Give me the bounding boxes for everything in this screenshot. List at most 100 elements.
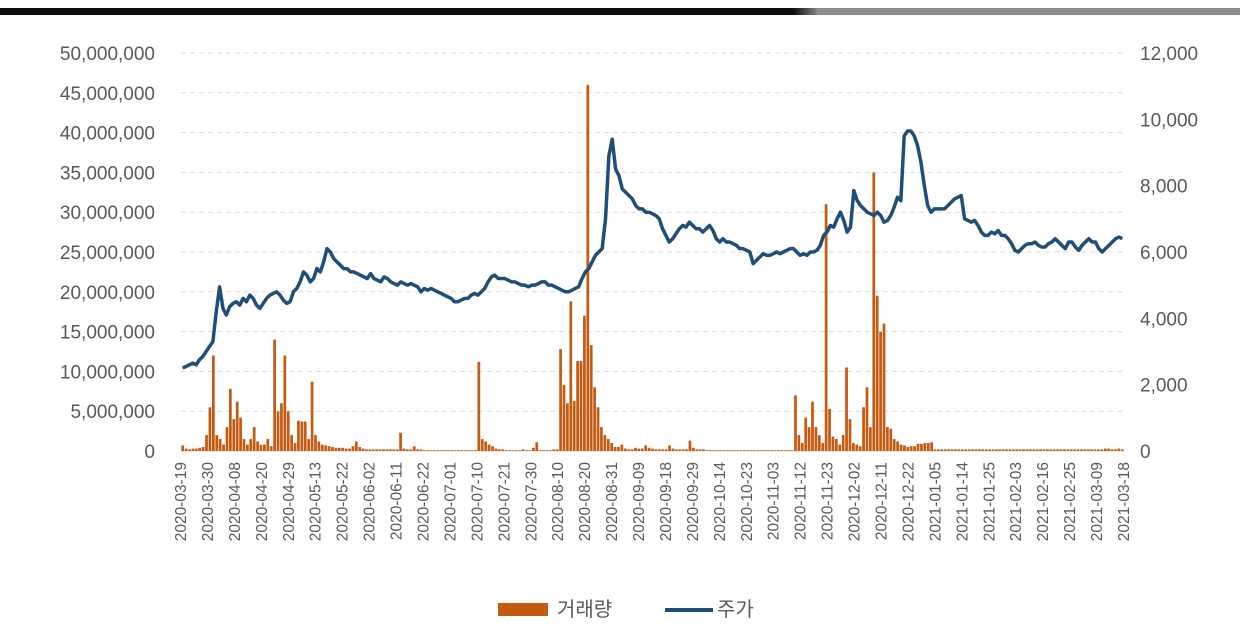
right-axis-tick-label: 10,000 (1140, 110, 1198, 131)
volume-bar (1117, 448, 1121, 451)
volume-bar (1083, 449, 1087, 451)
volume-bar (337, 447, 341, 451)
left-axis-tick-label: 30,000,000 (60, 203, 155, 224)
volume-bar (531, 447, 535, 451)
volume-bar (732, 450, 736, 451)
volume-bar (368, 449, 372, 451)
volume-bar (1080, 449, 1083, 451)
left-axis-tick-label: 20,000,000 (60, 283, 155, 304)
volume-bar (862, 407, 865, 451)
volume-bar (1049, 449, 1053, 451)
volume-bar (736, 450, 739, 451)
left-axis-ticks: 0 5,000,000 10,000,000 15,000,000 20,000,000… (60, 44, 155, 463)
x-axis-tick-label: 2020-08-20 (577, 462, 594, 542)
volume-bar (671, 448, 675, 451)
volume-bar (800, 443, 804, 451)
volume-bar (892, 439, 896, 451)
volume-bar (994, 449, 998, 451)
volume-bar (433, 450, 436, 451)
volume-bar (954, 449, 957, 451)
volume-bar (263, 444, 266, 451)
volume-bar (583, 315, 586, 451)
volume-bar (576, 361, 579, 451)
volume-bar (358, 447, 362, 451)
volume-bar (613, 447, 617, 451)
volume-bar (307, 439, 311, 451)
volume-bar (909, 446, 913, 451)
volume-bar (964, 449, 968, 451)
volume-bar (1086, 449, 1090, 451)
volume-bar (674, 449, 678, 451)
volume-bar (845, 367, 848, 451)
volume-bar (412, 446, 416, 451)
volume-bar (589, 345, 593, 451)
left-axis-tick-label: 10,000,000 (60, 362, 155, 383)
volume-bar (828, 408, 831, 451)
x-axis-tick-label: 2021-01-05 (927, 462, 944, 541)
volume-bar (521, 449, 525, 451)
volume-bar (896, 441, 899, 451)
volume-bar (610, 443, 614, 451)
x-axis-tick-label: 2020-06-11 (389, 462, 406, 540)
volume-bar (1093, 449, 1097, 451)
volume-bar (542, 450, 545, 451)
volume-bar (1120, 449, 1124, 451)
volume-bar (460, 450, 464, 451)
volume-bar (514, 450, 518, 451)
volume-bar (865, 387, 869, 451)
volume-bar (487, 444, 491, 451)
volume-bar (623, 448, 627, 451)
volume-bar (705, 450, 709, 451)
volume-bar (235, 401, 239, 451)
volume-bar (392, 449, 396, 451)
volume-bar (566, 403, 569, 451)
x-axis-tick-label: 2020-05-13 (308, 462, 325, 541)
volume-bar (549, 450, 552, 451)
volume-bar (1100, 449, 1104, 451)
volume-bar (494, 448, 498, 451)
x-axis-tick-label: 2020-11-23 (820, 462, 837, 540)
volume-bar (395, 449, 399, 451)
volume-bar (290, 435, 294, 451)
volume-bar (903, 445, 906, 451)
volume-bar (1001, 449, 1005, 451)
volume-bar (1039, 449, 1042, 451)
volume-bar (685, 449, 688, 451)
volume-bar (406, 449, 409, 451)
volume-bar (627, 449, 631, 451)
volume-bar (252, 427, 256, 451)
volume-bar (770, 450, 774, 451)
volume-bar (1011, 449, 1015, 451)
volume-bar (317, 441, 321, 451)
volume-bar (310, 381, 314, 451)
volume-bar (620, 444, 624, 451)
x-axis-ticks: 2020-03-19 2020-03-30 2020-04-08 2020-04-20… (173, 462, 1133, 542)
volume-bar (617, 447, 620, 451)
x-axis-tick-label: 2021-02-03 (1008, 462, 1025, 541)
volume-bar (783, 450, 787, 451)
volume-bar (286, 411, 290, 451)
volume-bar (266, 439, 270, 451)
volume-bar (327, 446, 331, 451)
volume-bar (436, 450, 440, 451)
volume-bar (283, 355, 287, 451)
x-axis-tick-label: 2020-09-29 (685, 462, 702, 541)
volume-bar (722, 450, 726, 451)
volume-bar (385, 449, 389, 451)
volume-bar (1005, 449, 1008, 451)
volume-bar (1114, 449, 1117, 451)
x-axis-tick-label: 2020-12-11 (874, 462, 891, 540)
right-axis-ticks: 0 2,000 4,000 6,000 8,000 10,000 12,000 (1140, 44, 1198, 463)
volume-bar (528, 450, 532, 451)
volume-bar (977, 449, 981, 451)
volume-bar (600, 427, 603, 451)
volume-bar (981, 449, 985, 451)
volume-bar (596, 407, 600, 451)
volume-bar (967, 449, 971, 451)
volume-bar (664, 449, 668, 451)
volume-bar (1032, 449, 1036, 451)
right-axis-tick-label: 12,000 (1140, 44, 1198, 65)
x-axis-tick-label: 2020-03-19 (173, 462, 190, 541)
volume-bar (824, 204, 828, 451)
x-axis-tick-label: 2020-04-29 (281, 462, 298, 541)
